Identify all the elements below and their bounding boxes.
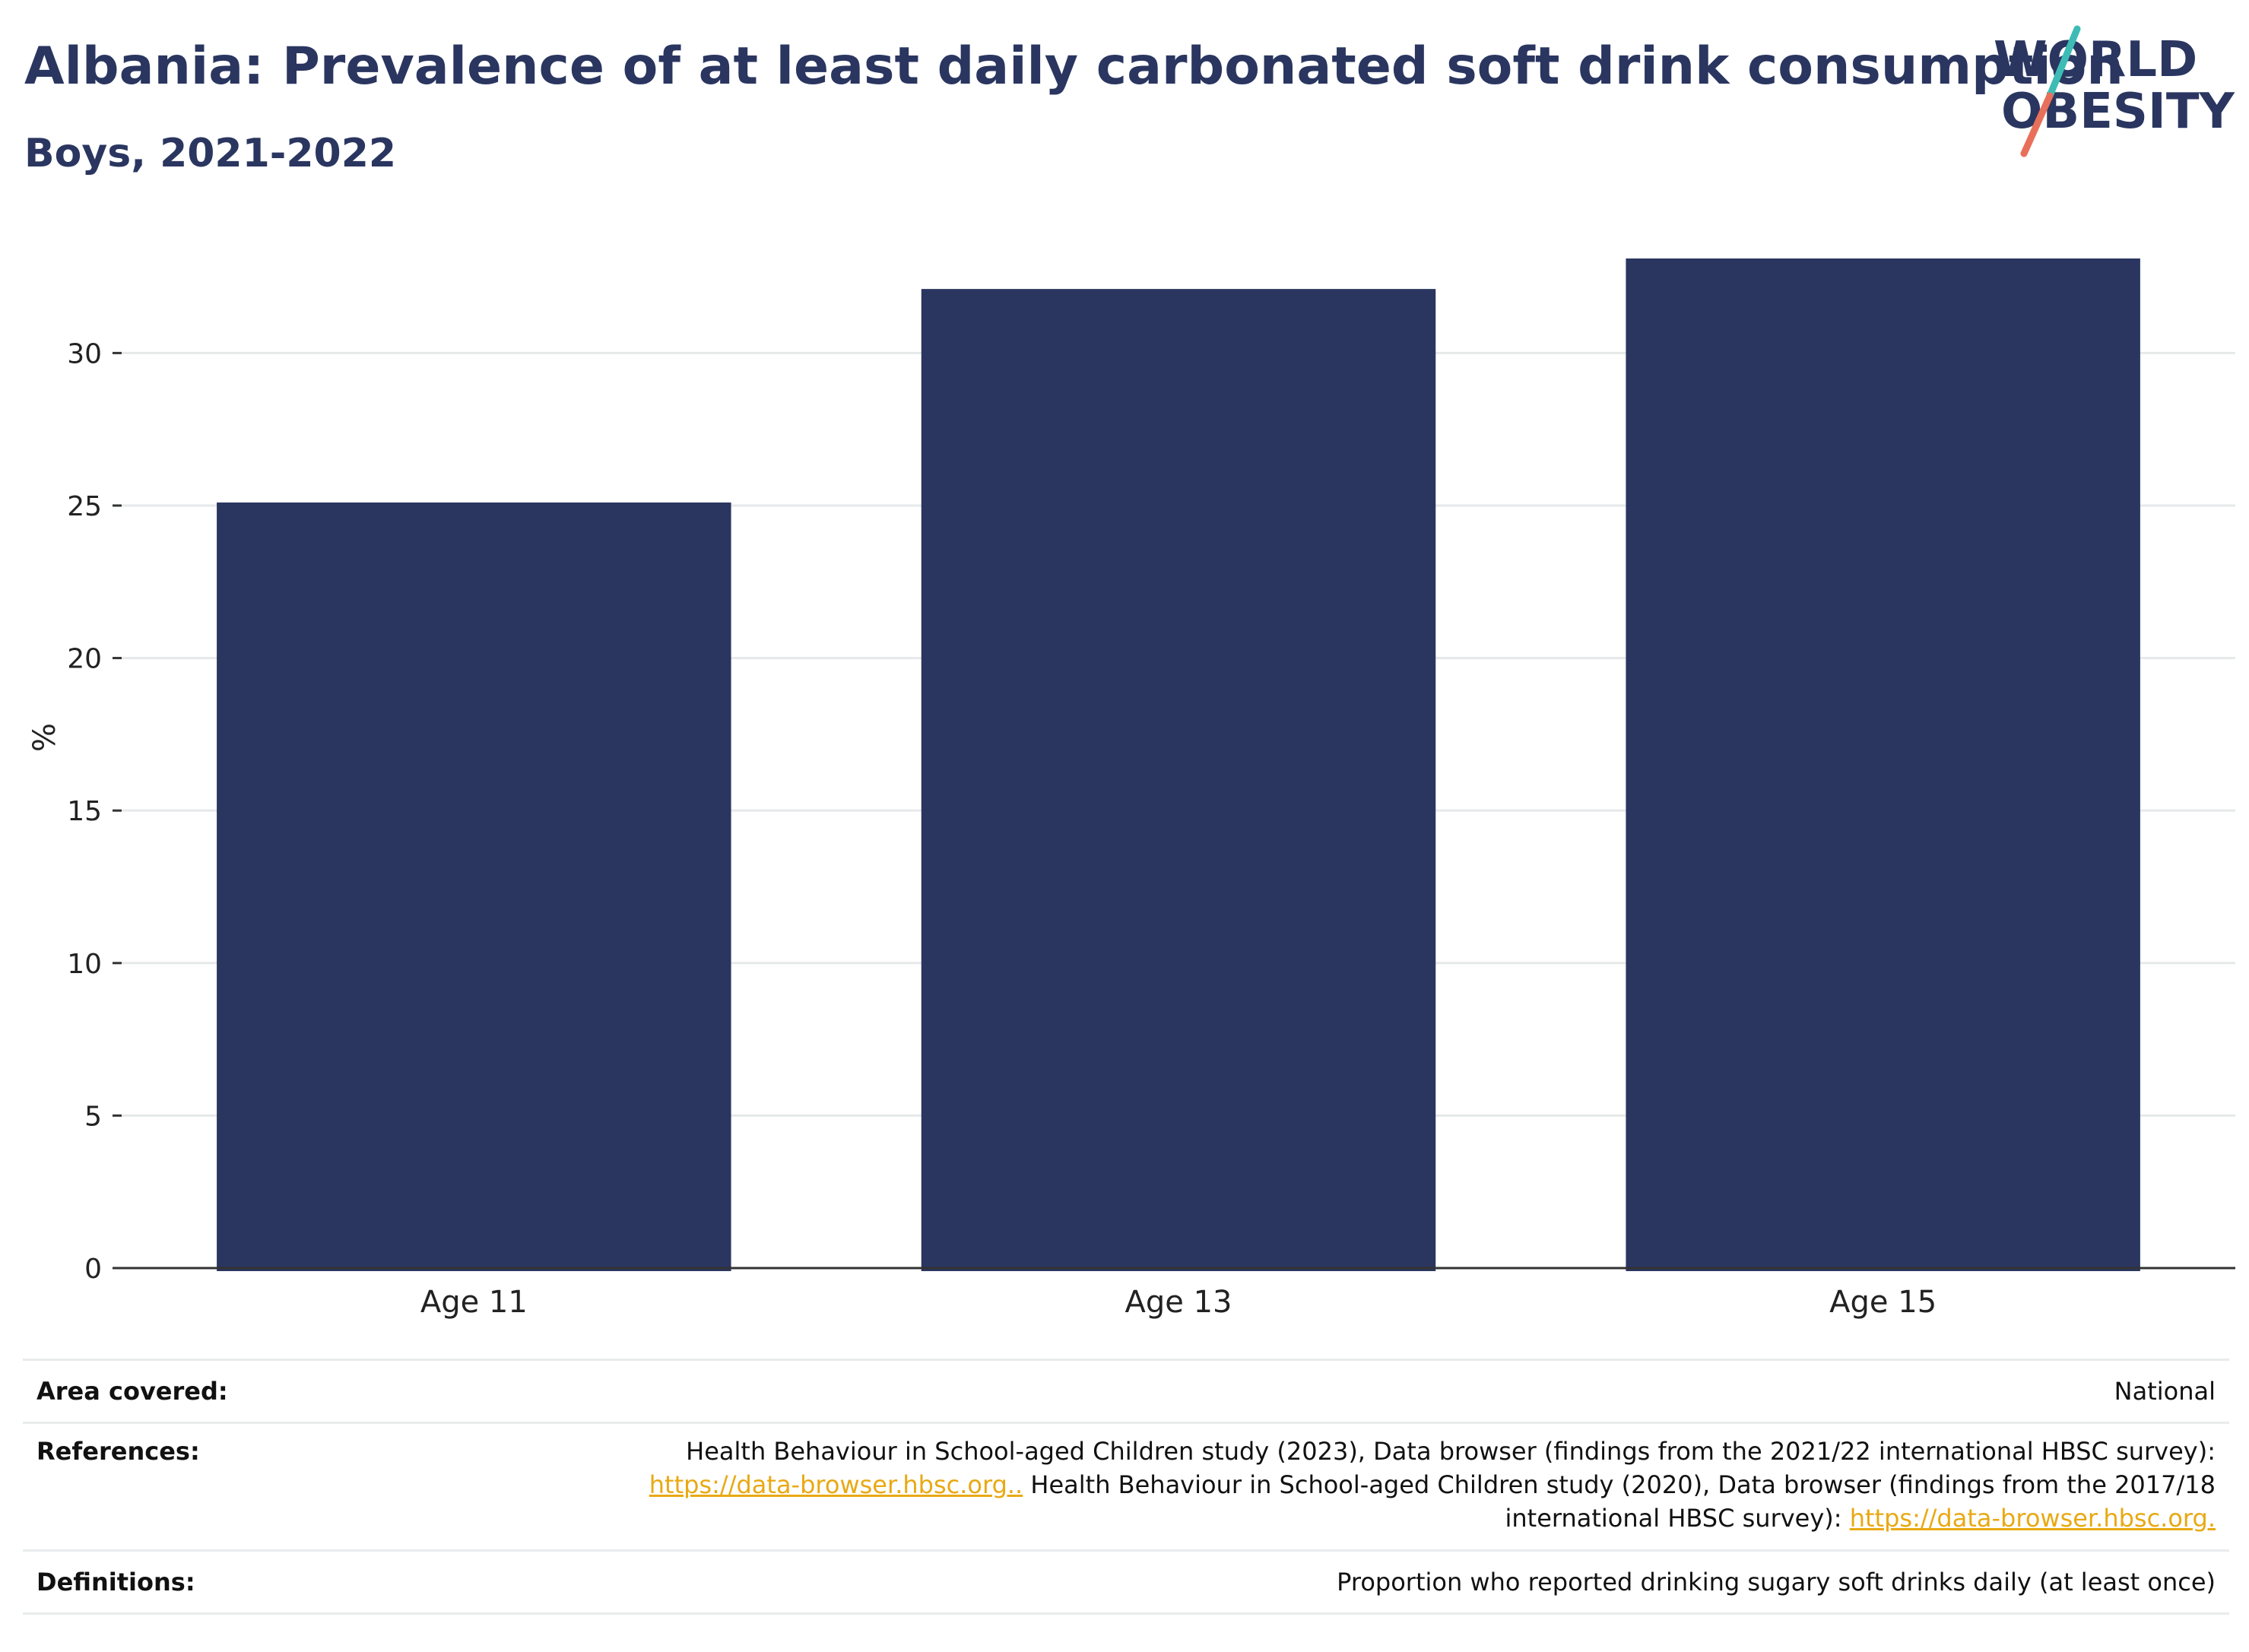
x-category-label: Age 13 (1125, 1285, 1232, 1320)
x-category-label: Age 11 (420, 1285, 528, 1320)
x-category-labels: Age 11 Age 13 Age 15 (420, 1285, 1937, 1320)
y-tick-label: 30 (67, 338, 102, 369)
y-tick-label: 10 (67, 949, 102, 980)
y-tick-label: 15 (67, 796, 102, 827)
x-category-label: Age 15 (1829, 1285, 1937, 1320)
area-covered-label: Area covered: (36, 1377, 228, 1406)
y-tick-label: 5 (84, 1101, 102, 1132)
y-axis-label: % (27, 723, 62, 752)
metadata-table: Area covered: National References: Healt… (23, 1359, 2229, 1615)
definitions-label: Definitions: (36, 1568, 195, 1597)
definitions-row: Definitions: Proportion who reported dri… (23, 1549, 2229, 1615)
logo-line1: WORLD (1994, 32, 2197, 88)
reference-link-1[interactable]: https://data-browser.hbsc.org.. (649, 1470, 1023, 1499)
bar-chart: 0 5 10 15 20 25 30 Age 11 Age 13 Age 15 % (27, 258, 2235, 1320)
references-text-3: international HBSC survey): (1505, 1504, 1850, 1533)
bars (217, 258, 2140, 1271)
references-text-1: Health Behaviour in School-aged Children… (686, 1437, 2216, 1466)
bar-age-11 (217, 502, 731, 1271)
world-obesity-logo: WORLD OBESITY (1994, 25, 2235, 157)
references-text-2: Health Behaviour in School-aged Children… (1023, 1470, 2216, 1499)
y-tick-label: 0 (84, 1254, 102, 1285)
y-tick-label: 25 (67, 491, 102, 522)
area-covered-row: Area covered: National (23, 1359, 2229, 1422)
bar-age-15 (1626, 258, 2140, 1271)
area-covered-value: National (2114, 1377, 2216, 1406)
references-row: References: Health Behaviour in School-a… (23, 1422, 2229, 1549)
bar-age-13 (921, 289, 1436, 1271)
y-tick-labels: 0 5 10 15 20 25 30 (67, 338, 122, 1285)
chart-title: Albania: Prevalence of at least daily ca… (24, 36, 2124, 97)
references-label: References: (36, 1437, 200, 1466)
references-value: Health Behaviour in School-aged Children… (649, 1435, 2229, 1535)
definitions-value: Proportion who reported drinking sugary … (1337, 1568, 2216, 1597)
reference-link-2[interactable]: https://data-browser.hbsc.org. (1849, 1504, 2216, 1533)
y-tick-label: 20 (67, 644, 102, 675)
chart-subtitle: Boys, 2021-2022 (24, 131, 397, 176)
